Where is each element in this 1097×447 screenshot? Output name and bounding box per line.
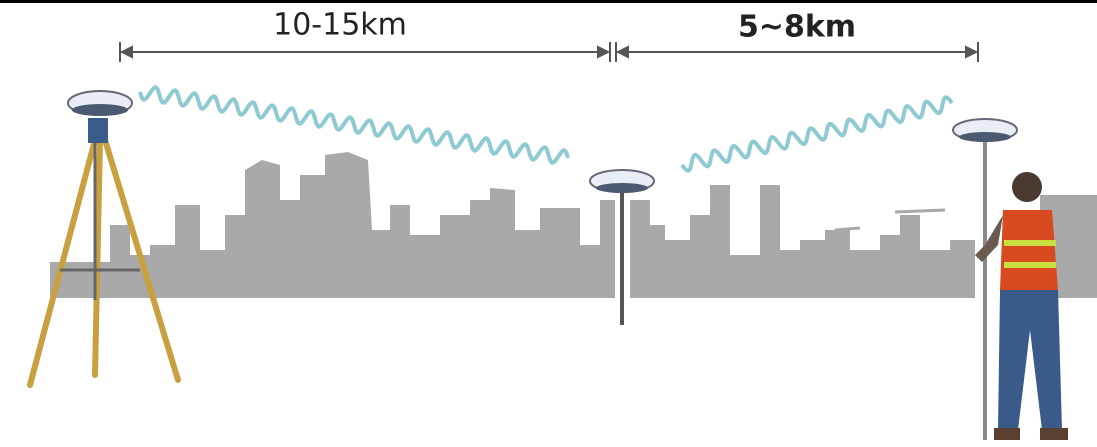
tripod-leg [92,137,103,378]
tribrach [88,118,108,143]
base-station [27,90,181,388]
rover-station [952,118,1068,440]
radio-wave [680,95,954,173]
distance-label: 5~8km [738,10,856,45]
surveyor [975,172,1068,440]
gnss-receiver-base [596,183,648,193]
top-border [0,0,1097,3]
skyline [50,152,1097,298]
safety-vest [1000,210,1058,290]
arrowhead [119,45,133,59]
relay-station [589,169,655,325]
gnss-receiver-base [72,104,128,116]
crane [834,226,861,232]
jeans [998,290,1062,430]
boot [1040,428,1068,440]
crane [894,208,946,214]
arrowhead [597,45,611,59]
arrowhead [965,45,979,59]
dimension-lines [119,42,979,62]
radio-wave [138,85,570,165]
skyline-left [50,152,615,298]
distance-label: 10-15km [273,8,407,43]
arrowhead [615,45,629,59]
reflective-stripe [1004,262,1056,268]
skyline-right [630,185,975,298]
head [1012,172,1042,202]
reflective-stripe [1004,240,1056,246]
boot [994,428,1020,440]
gnss-receiver-base [959,132,1011,142]
tripod-leg [27,137,98,388]
tripod-leg [102,137,181,383]
arm [975,215,1003,262]
